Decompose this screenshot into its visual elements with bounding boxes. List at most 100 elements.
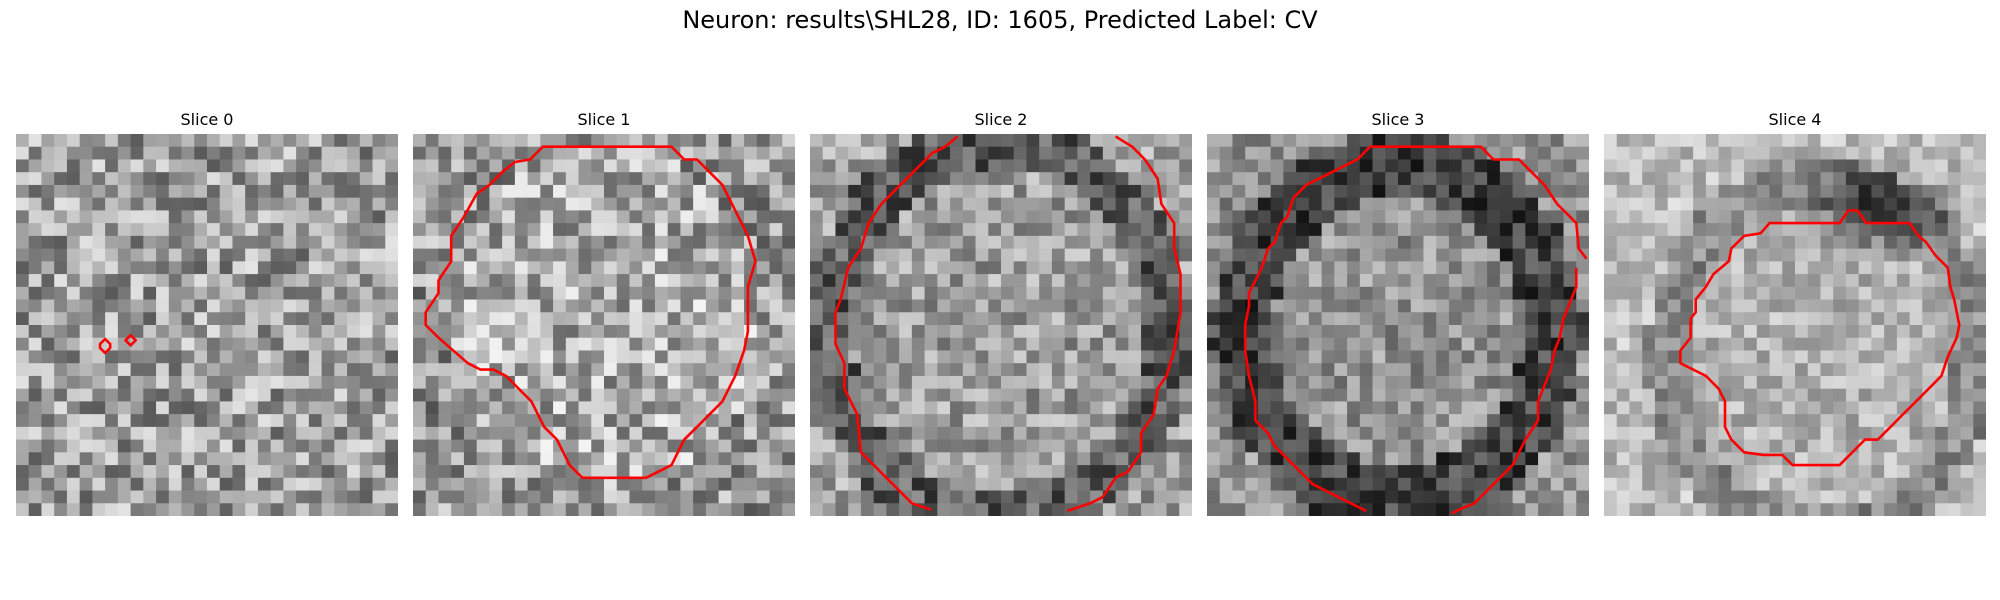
pixel-cell	[527, 490, 541, 504]
pixel-cell	[1756, 375, 1770, 390]
pixel-cell	[1782, 490, 1796, 504]
pixel-cell	[769, 210, 783, 224]
pixel-cell	[1461, 388, 1475, 402]
pixel-cell	[1077, 465, 1091, 479]
pixel-cell	[1922, 159, 1936, 173]
pixel-cell	[937, 337, 951, 351]
pixel-cell	[1680, 248, 1694, 262]
pixel-cell	[1960, 248, 1974, 262]
pixel-cell	[1026, 210, 1040, 224]
pixel-cell	[769, 197, 783, 211]
pixel-cell	[1680, 350, 1694, 364]
pixel-cell	[604, 286, 618, 300]
pixel-cell	[975, 465, 989, 479]
pixel-cell	[1858, 337, 1872, 351]
pixel-cell	[1642, 146, 1656, 160]
pixel-cell	[502, 325, 516, 339]
pixel-cell	[1935, 286, 1949, 300]
pixel-cell	[1935, 172, 1949, 186]
pixel-cell	[911, 401, 925, 415]
pixel-cell	[1321, 159, 1335, 173]
pixel-cell	[654, 337, 669, 351]
pixel-cell	[1884, 388, 1898, 402]
pixel-cell	[1731, 465, 1745, 479]
pixel-cell	[718, 503, 732, 516]
pixel-cell	[1667, 426, 1681, 440]
pixel-cell	[1385, 235, 1399, 249]
pixel-cell	[413, 452, 427, 466]
pixel-cell	[117, 388, 131, 402]
pixel-cell	[848, 490, 862, 504]
pixel-cell	[769, 401, 783, 415]
pixel-cell	[1166, 172, 1180, 186]
pixel-cell	[334, 210, 348, 224]
pixel-cell	[911, 414, 925, 428]
pixel-cell	[1385, 312, 1399, 326]
pixel-cell	[1064, 299, 1078, 313]
pixel-cell	[540, 197, 554, 211]
pixel-cell	[1922, 172, 1936, 186]
pixel-cell	[527, 388, 541, 402]
pixel-cell	[1499, 312, 1513, 326]
pixel-cell	[1461, 146, 1475, 160]
pixel-cell	[1090, 350, 1104, 364]
pixel-cell	[822, 350, 836, 364]
pixel-cell	[810, 172, 824, 186]
pixel-cell	[1960, 325, 1974, 339]
pixel-cell	[66, 248, 81, 262]
pixel-cell	[1782, 274, 1796, 288]
pixel-cell	[629, 134, 643, 148]
pixel-cell	[822, 274, 836, 288]
pixel-cell	[860, 146, 875, 160]
pixel-cell	[988, 248, 1002, 262]
pixel-cell	[578, 146, 592, 160]
pixel-cell	[1153, 477, 1167, 491]
pixel-cell	[257, 426, 272, 440]
pixel-cell	[1283, 375, 1297, 390]
pixel-cell	[489, 375, 503, 390]
pixel-cell	[1756, 261, 1770, 275]
pixel-cell	[41, 172, 55, 186]
pixel-cell	[372, 414, 386, 428]
pixel-cell	[270, 210, 284, 224]
pixel-cell	[1807, 210, 1821, 224]
pixel-cell	[924, 401, 938, 415]
pixel-cell	[1166, 477, 1180, 491]
pixel-cell	[1026, 248, 1040, 262]
pixel-cell	[1270, 235, 1284, 249]
pixel-cell	[604, 134, 618, 148]
pixel-cell	[1487, 261, 1501, 275]
pixel-cell	[1896, 223, 1910, 237]
pixel-cell	[1257, 439, 1272, 453]
pixel-cell	[1001, 146, 1015, 160]
pixel-cell	[308, 197, 322, 211]
pixel-cell	[1232, 261, 1246, 275]
pixel-cell	[105, 172, 119, 186]
pixel-cell	[1756, 388, 1770, 402]
pixel-cell	[782, 490, 795, 504]
pixel-cell	[1604, 388, 1618, 402]
pixel-cell	[1731, 325, 1745, 339]
pixel-cell	[1769, 388, 1783, 402]
pixel-cell	[1270, 146, 1284, 160]
pixel-cell	[425, 248, 439, 262]
pixel-cell	[489, 477, 503, 491]
pixel-cell	[1219, 337, 1233, 351]
pixel-cell	[1858, 452, 1872, 466]
pixel-cell	[1705, 235, 1719, 249]
pixel-cell	[975, 452, 989, 466]
pixel-cell	[756, 477, 770, 491]
pixel-cell	[413, 490, 427, 504]
pixel-cell	[822, 197, 836, 211]
pixel-cell	[616, 439, 630, 453]
pixel-cell	[181, 184, 195, 199]
pixel-cell	[1820, 503, 1834, 516]
pixel-cell	[308, 172, 322, 186]
pixel-cell	[1705, 325, 1719, 339]
pixel-cell	[1283, 261, 1297, 275]
pixel-cell	[642, 477, 656, 491]
pixel-cell	[654, 401, 669, 415]
pixel-cell	[347, 363, 361, 377]
pixel-cell	[1973, 363, 1986, 377]
pixel-cell	[257, 159, 272, 173]
